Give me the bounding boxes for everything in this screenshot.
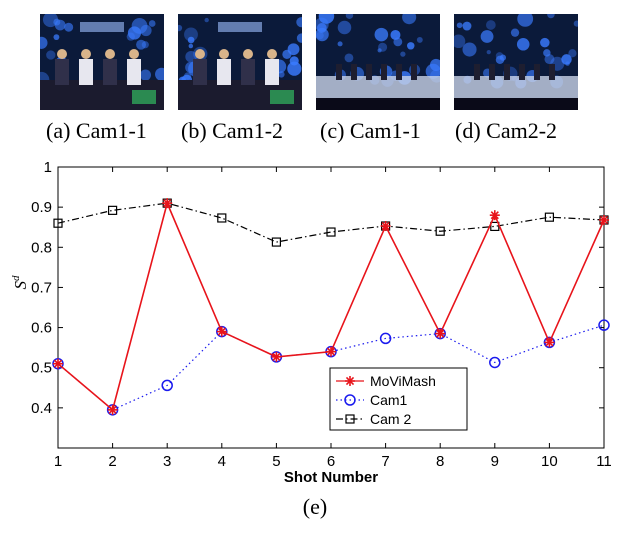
- movimash-point: [544, 337, 555, 348]
- y-tick-label: 0.5: [31, 360, 52, 377]
- x-tick-label: 1: [54, 453, 62, 470]
- movimash-point: [599, 214, 609, 225]
- y-tick-label: 0.9: [31, 199, 52, 216]
- legend-cam1-point: [344, 394, 356, 406]
- y-tick-label: 0.4: [31, 400, 52, 417]
- legend-cam2-point: [345, 414, 355, 424]
- x-tick-label: 5: [272, 453, 280, 470]
- thumbnail-strip: (a) Cam1-1 (b) Cam1-2 (c) Cam1-1 (d) Cam…: [0, 0, 630, 160]
- y-tick-label: 1: [44, 159, 52, 176]
- panel-caption: (c) Cam1-1: [320, 118, 421, 143]
- cam1-point: [489, 356, 501, 369]
- cam2-point: [107, 205, 118, 215]
- cam2-point: [217, 213, 227, 223]
- movimash-point: [380, 221, 391, 232]
- y-axis-label-main: S: [11, 281, 30, 290]
- movimash-point: [216, 326, 227, 337]
- legend-item-cam1: Cam1: [336, 392, 408, 408]
- stage-scene-image: [454, 14, 578, 110]
- legend-label: MoViMash: [370, 373, 436, 389]
- video-frame-thumbnail: [316, 14, 440, 110]
- y-axis-label-superscript: d: [10, 275, 22, 281]
- panel-caption: (d) Cam2-2: [455, 118, 558, 143]
- x-tick-label: 4: [218, 453, 226, 470]
- series-cam2: [53, 198, 609, 247]
- x-tick-label: 10: [541, 453, 558, 470]
- panel-caption: (a) Cam1-1: [46, 118, 147, 143]
- stage-scene-image: [178, 14, 302, 110]
- movimash-point: [489, 210, 500, 221]
- line-chart: 0.40.50.60.70.80.911 2 3 4 5 6 7 8 9 10 11 Shot Nu…: [10, 159, 612, 486]
- x-tick-label: 2: [108, 453, 116, 470]
- stage-scene-image: [40, 14, 164, 110]
- movimash-point: [326, 346, 336, 357]
- chart-series: [52, 198, 610, 416]
- legend-item-movimash: MoViMash: [336, 373, 436, 389]
- video-frame-thumbnail: [454, 14, 578, 110]
- cam2-point: [544, 212, 555, 222]
- legend-label: Cam1: [370, 392, 408, 408]
- series-movimash: [53, 198, 609, 415]
- movimash-point: [162, 198, 173, 209]
- series-line-cam2: [57, 202, 605, 243]
- figure-caption: (e): [302, 494, 328, 519]
- x-tick-label: 6: [327, 453, 335, 470]
- movimash-point: [107, 404, 118, 415]
- x-tick-label: 7: [381, 453, 389, 470]
- movimash-point: [271, 351, 282, 362]
- cam2-point: [326, 227, 336, 237]
- legend-movimash-point: [345, 376, 355, 386]
- cam2-point: [435, 226, 445, 236]
- cam2-point: [53, 218, 63, 228]
- x-tick-label: 11: [596, 453, 612, 470]
- y-tick-label: 0.6: [31, 320, 52, 337]
- x-tick-label: 9: [491, 453, 499, 470]
- x-axis-label: Shot Number: [284, 469, 378, 486]
- chart-legend: MoViMash Cam1 Cam 2: [329, 367, 468, 431]
- y-tick-label: 0.7: [31, 279, 52, 296]
- legend-item-cam2: Cam 2: [336, 411, 411, 427]
- movimash-point: [53, 358, 63, 369]
- y-tick-label: 0.8: [31, 239, 52, 256]
- video-frame-thumbnail: [40, 14, 164, 110]
- video-frame-thumbnail: [178, 14, 302, 110]
- cam1-point: [379, 332, 392, 345]
- stage-scene-image: [316, 14, 440, 110]
- panel-caption: (b) Cam1-2: [181, 118, 284, 143]
- cam1-point: [161, 379, 173, 392]
- cam2-point: [271, 237, 281, 247]
- legend-label: Cam 2: [370, 411, 411, 427]
- y-axis-label: Sd: [10, 275, 30, 290]
- x-tick-label: 3: [163, 453, 171, 470]
- cam1-point: [598, 319, 610, 331]
- x-tick-label: 8: [436, 453, 444, 470]
- chart-ticks: 0.40.50.60.70.80.911 2 3 4 5 6 7 8 9 10 11: [31, 159, 612, 470]
- movimash-point: [435, 328, 446, 339]
